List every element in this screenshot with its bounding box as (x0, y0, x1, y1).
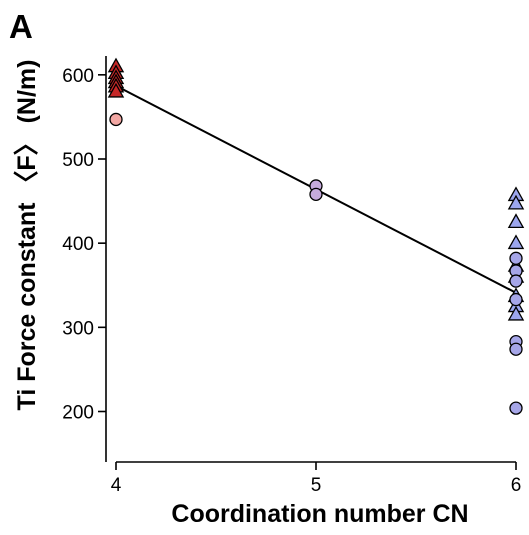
x-axis-label: Coordination number CN (171, 500, 468, 528)
x-tick-label: 6 (511, 475, 522, 496)
data-point-triangle (507, 194, 525, 210)
data-point-circle (509, 401, 523, 415)
x-tick-label: 5 (311, 475, 322, 496)
data-point-circle (309, 187, 323, 202)
axes: 200 300 400 500 600 4 5 6 (62, 56, 521, 496)
y-tick-label: 500 (62, 150, 94, 171)
data-point-triangle (507, 213, 525, 229)
y-tick-label: 200 (62, 403, 94, 424)
data-point-circle (109, 112, 123, 127)
data-point-circle (509, 292, 523, 307)
panel-label: A (9, 8, 33, 45)
data-point-circle (509, 342, 523, 356)
y-tick-label: 600 (62, 66, 94, 87)
data-point-triangle (507, 234, 525, 250)
data-point-circle (509, 274, 523, 288)
x-tick-label: 4 (111, 475, 122, 496)
data-point-triangle (107, 82, 125, 98)
data-point-circle (509, 251, 523, 265)
y-tick-label: 400 (62, 234, 94, 255)
data-markers (107, 57, 525, 415)
y-axis-label: Ti Force constant 〈F〉 (N/m) (13, 60, 41, 411)
data-point-triangle (507, 305, 525, 321)
y-tick-label: 300 (62, 318, 94, 339)
